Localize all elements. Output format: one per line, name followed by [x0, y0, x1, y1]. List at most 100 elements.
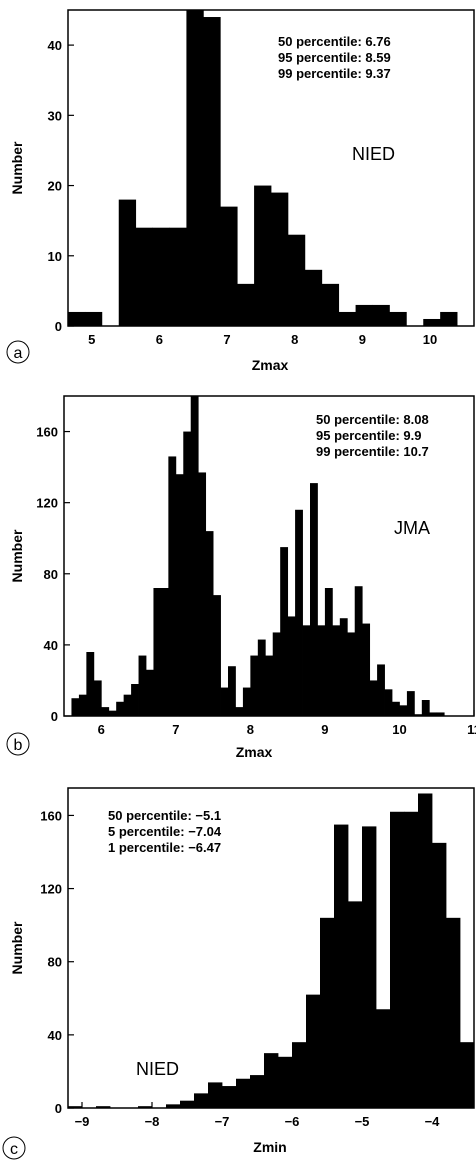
histogram-bar — [271, 192, 289, 326]
histogram-bar — [146, 669, 154, 716]
histogram-bar — [317, 625, 326, 716]
histogram-bar — [205, 531, 214, 716]
x-tick-label: 8 — [291, 332, 298, 347]
histogram-bar — [228, 666, 236, 716]
histogram-bar — [168, 456, 177, 716]
histogram-bar — [320, 917, 335, 1108]
histogram-bar — [369, 680, 378, 716]
percentile-50: 50 percentile: 6.76 — [278, 34, 391, 49]
x-tick-label: −8 — [145, 1114, 160, 1129]
x-tick-label: −5 — [355, 1114, 370, 1129]
source-label: NIED — [352, 144, 395, 164]
histogram-bar — [93, 680, 102, 716]
histogram-bar — [198, 472, 207, 716]
histogram-bar — [138, 655, 147, 716]
histogram-bar — [362, 826, 377, 1108]
histogram-bar — [334, 824, 349, 1108]
histogram-bar — [213, 595, 221, 716]
x-tick-label: 10 — [392, 722, 406, 737]
histogram-bar — [71, 698, 80, 716]
x-tick-label: 6 — [98, 722, 105, 737]
x-tick-label: 10 — [423, 332, 437, 347]
percentile-1: 1 percentile: −6.47 — [108, 840, 221, 855]
histogram-bar — [220, 687, 229, 716]
histogram-bar — [390, 811, 405, 1108]
histogram-bar — [138, 1106, 153, 1108]
histogram-bar — [310, 483, 318, 716]
histogram-bar — [160, 588, 169, 716]
x-tick-label: 6 — [156, 332, 163, 347]
histogram-bar — [68, 311, 86, 326]
histogram-bar — [272, 632, 281, 716]
histogram-bar — [220, 206, 238, 326]
y-tick-label: 160 — [40, 808, 62, 823]
histogram-bar — [280, 547, 289, 716]
histogram-bar — [338, 311, 356, 326]
histogram-bar — [152, 227, 170, 326]
histogram-bar — [265, 655, 274, 716]
histogram-bar — [384, 689, 393, 716]
chart-panel-a: 5 6 7 8 9 10 0 10 20 30 40 Number Zmax 50 percent… — [6, 9, 475, 373]
source-label: NIED — [136, 1059, 179, 1079]
histogram-bar — [250, 655, 259, 716]
histogram-bar — [404, 811, 419, 1108]
histogram-bar — [186, 10, 204, 326]
x-tick-label: −7 — [215, 1114, 230, 1129]
histogram-bar — [287, 616, 296, 716]
histogram-bar — [169, 227, 187, 326]
histogram-bar — [287, 234, 306, 326]
histogram-bar — [406, 691, 415, 716]
histogram-bar — [237, 283, 255, 326]
histogram-bar — [118, 199, 137, 326]
histogram-bar — [183, 431, 192, 716]
histogram-bar — [116, 701, 125, 716]
histogram-bar — [250, 1075, 265, 1108]
y-tick-label: 0 — [55, 319, 62, 334]
y-axis-label: Number — [9, 921, 25, 974]
x-axis-label: Zmax — [252, 357, 289, 373]
histogram-bar — [302, 625, 311, 716]
panel-letter: c — [10, 1141, 18, 1158]
x-tick-label: −9 — [75, 1114, 90, 1129]
panel-letter: b — [14, 737, 23, 754]
percentile-95: 95 percentile: 9.9 — [316, 428, 422, 443]
histogram-bar — [418, 793, 433, 1108]
histogram-bar — [78, 694, 87, 716]
histogram-bar — [354, 586, 363, 716]
histogram-bar — [254, 185, 272, 326]
histogram-bar — [339, 618, 348, 716]
histogram-bar — [321, 283, 340, 326]
x-axis-label: Zmin — [253, 1139, 286, 1155]
histogram-bar — [295, 509, 303, 716]
histogram-bar — [332, 625, 341, 716]
histogram-bar — [389, 311, 407, 326]
y-tick-label: 40 — [48, 38, 62, 53]
panel-letter-circle — [6, 340, 30, 364]
y-tick-label: 0 — [55, 1101, 62, 1116]
x-axis-label: Zmax — [236, 744, 273, 760]
histogram-bar — [421, 700, 430, 716]
percentile-99: 99 percentile: 9.37 — [278, 66, 391, 81]
histogram-bar — [264, 1053, 279, 1108]
bars — [68, 10, 458, 327]
histogram-bar — [436, 712, 445, 716]
histogram-bar — [432, 842, 447, 1108]
histogram-bar — [242, 687, 251, 716]
histogram-bar — [355, 304, 373, 326]
y-ticks: 0 40 80 120 160 — [40, 808, 74, 1116]
x-tick-label: −4 — [425, 1114, 441, 1129]
y-tick-label: 80 — [44, 567, 58, 582]
histogram-bar — [414, 714, 423, 716]
histogram-bar — [131, 684, 139, 716]
histogram-bar — [377, 664, 385, 716]
histogram-bar — [180, 1100, 195, 1108]
panel-letter: a — [14, 345, 23, 362]
histogram-bar — [292, 1042, 307, 1108]
histogram-bar — [135, 227, 153, 326]
histogram-bar — [123, 694, 132, 716]
histogram-bar — [203, 17, 221, 327]
x-ticks: 5 6 7 8 9 10 — [88, 320, 437, 347]
chart-panel-c: −9 −8 −7 −6 −5 −4 0 40 80 120 160 Number Zmin 50 … — [2, 787, 475, 1160]
y-ticks: 0 40 80 120 160 — [36, 425, 70, 724]
histogram-bar — [460, 1042, 475, 1108]
